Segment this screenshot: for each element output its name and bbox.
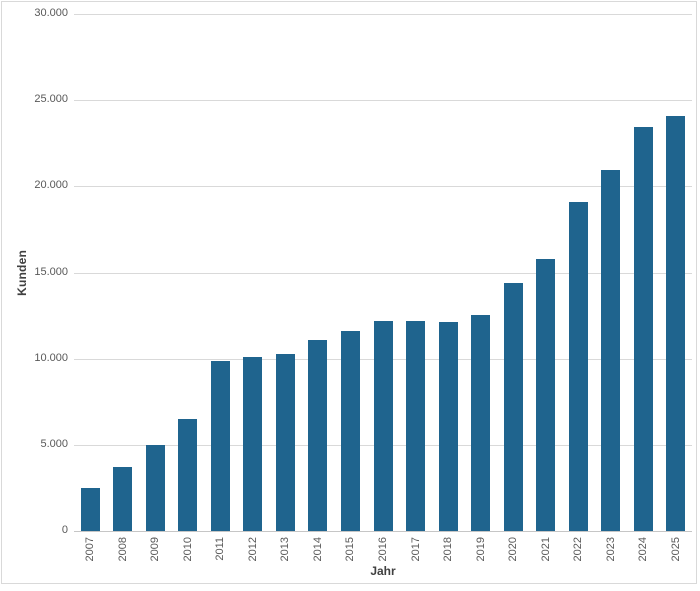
- bar-2020: [503, 282, 523, 531]
- x-axis-tick-label-2024: 2024: [637, 537, 650, 562]
- x-axis-tick-label-2012: 2012: [246, 537, 259, 562]
- x-axis-tick-label-2011: 2011: [214, 537, 227, 561]
- x-axis-tick-label-2017: 2017: [409, 537, 422, 562]
- y-axis-tick-label: 15.000: [34, 265, 68, 278]
- bar-2022: [568, 201, 588, 531]
- x-axis-tick-label-2010: 2010: [181, 537, 194, 562]
- bar-2024: [633, 126, 653, 531]
- x-axis-tick-label-2009: 2009: [149, 537, 162, 562]
- bar-2010: [178, 418, 198, 531]
- bar-2025: [666, 115, 686, 531]
- bar-2019: [471, 314, 491, 531]
- x-axis-tick-label-2016: 2016: [377, 537, 389, 562]
- x-axis-tick-label-2013: 2013: [279, 537, 292, 562]
- bar-2014: [308, 339, 328, 531]
- gridline-15000: [74, 272, 692, 274]
- x-axis-tick-label-2019: 2019: [474, 537, 487, 562]
- x-axis-tick-label-2015: 2015: [344, 537, 357, 562]
- bar-2008: [113, 467, 133, 531]
- bar-2011: [210, 361, 230, 531]
- x-axis-tick-label-2025: 2025: [669, 537, 682, 562]
- bar-2017: [406, 320, 426, 531]
- x-axis-tick-label-2023: 2023: [604, 537, 617, 562]
- bar-2012: [243, 356, 263, 531]
- bar-2015: [340, 331, 360, 531]
- bar-2016: [373, 320, 393, 531]
- gridline-20000: [74, 186, 692, 188]
- x-axis-tick-label-2022: 2022: [572, 537, 585, 562]
- y-axis-tick-label: 5.000: [40, 437, 68, 450]
- y-axis-tick-label: 0: [61, 524, 68, 536]
- bar-2021: [536, 258, 556, 531]
- x-axis-tick-label-2020: 2020: [507, 537, 520, 562]
- gridline-25000: [74, 100, 692, 102]
- bar-2018: [438, 321, 458, 531]
- x-axis-tick-label-2021: 2021: [539, 537, 552, 562]
- x-axis-tick-label-2008: 2008: [116, 537, 129, 562]
- y-axis-tick-label: 30.000: [34, 7, 68, 19]
- y-axis-tick-label: 20.000: [34, 179, 68, 192]
- bar-2007: [80, 487, 100, 531]
- x-axis-tick-label-2007: 2007: [84, 537, 97, 562]
- plot-area: [74, 14, 692, 532]
- x-axis-tick-label-2018: 2018: [442, 537, 455, 562]
- gridline-30000: [74, 14, 692, 15]
- bar-2013: [275, 354, 295, 531]
- y-axis-tick-labels: 0 5.000 10.000 15.000 20.000 25.000 30.000: [2, 7, 68, 536]
- y-axis-tick-label: 10.000: [34, 351, 68, 364]
- x-axis-tick-label-2014: 2014: [311, 537, 324, 562]
- bar-2023: [601, 169, 621, 531]
- y-axis-tick-label: 25.000: [34, 93, 68, 106]
- bar-2009: [145, 444, 165, 531]
- x-axis-title: Jahr: [370, 564, 396, 578]
